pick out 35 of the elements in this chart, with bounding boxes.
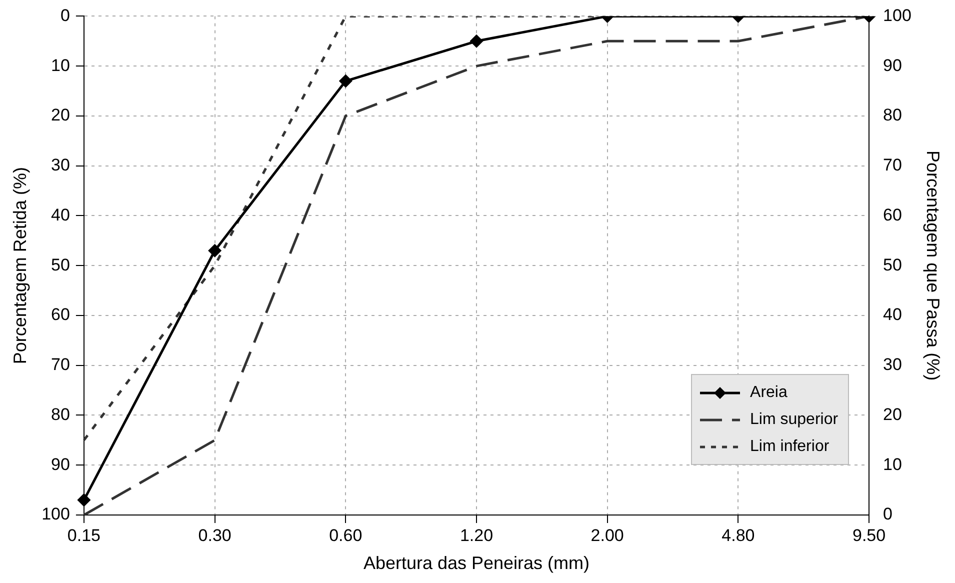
y2-tick-label: 0 (883, 504, 893, 524)
y2-tick-label: 90 (883, 56, 902, 75)
y-tick-label: 90 (51, 454, 70, 474)
x-tick-label: 4.80 (722, 526, 755, 545)
y-tick-label: 60 (51, 305, 70, 324)
x-tick-label: 0.60 (329, 526, 362, 545)
y2-tick-label: 60 (883, 205, 902, 224)
legend-label: Lim inferior (750, 438, 830, 456)
y2-tick-label: 70 (883, 156, 902, 175)
y-tick-label: 40 (51, 205, 70, 224)
y-tick-label: 50 (51, 255, 70, 274)
y-tick-label: 80 (51, 404, 70, 424)
y-tick-label: 100 (42, 504, 70, 524)
y2-tick-label: 80 (883, 106, 902, 125)
y2-tick-label: 10 (883, 454, 902, 474)
y-tick-label: 0 (60, 6, 70, 25)
y2-tick-label: 100 (883, 6, 912, 25)
x-tick-label: 2.00 (590, 526, 624, 545)
y2-tick-label: 20 (883, 404, 902, 424)
x-axis-title: Abertura das Peneiras (mm) (363, 553, 590, 574)
y2-tick-label: 40 (883, 305, 902, 324)
y-tick-label: 10 (51, 56, 70, 75)
x-tick-label: 9.50 (852, 526, 886, 545)
y2-axis-title: Porcentagem que Passa (%) (923, 150, 944, 381)
legend-label: Areia (750, 384, 788, 402)
y-axis-title: Porcentagem Retida (%) (10, 167, 30, 364)
x-tick-label: 0.15 (67, 526, 101, 545)
y-tick-label: 70 (51, 355, 70, 374)
y2-tick-label: 30 (883, 355, 902, 374)
x-tick-label: 0.30 (198, 526, 232, 545)
y-tick-label: 20 (51, 106, 70, 125)
legend-label: Lim superior (750, 410, 838, 428)
y2-tick-label: 50 (883, 255, 902, 274)
x-tick-label: 1.20 (460, 526, 494, 545)
y-tick-label: 30 (51, 156, 70, 175)
